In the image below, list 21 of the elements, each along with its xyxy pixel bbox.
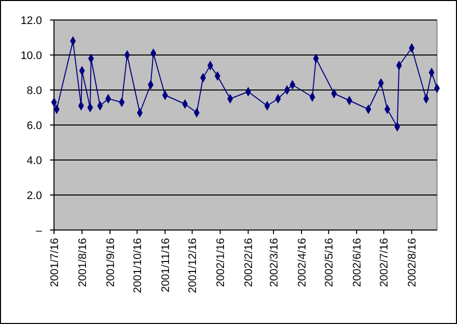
y-tick-label: –: [36, 225, 43, 237]
x-tick-label: 2002/3/16: [268, 238, 280, 287]
x-tick-label: 2001/10/16: [132, 238, 144, 294]
x-tick-label: 2002/1/16: [215, 238, 228, 287]
x-tick-label: 2001/7/16: [49, 238, 61, 287]
x-tick-label: 2001/8/16: [77, 238, 89, 287]
y-tick-label: 10.0: [20, 50, 42, 62]
x-tick-label: 2002/8/16: [406, 238, 419, 287]
x-tick-label: 2001/11/16: [160, 238, 172, 292]
x-tick-label: 2001/9/16: [105, 238, 118, 287]
y-tick-label: 4.0: [26, 155, 42, 167]
y-tick-label: 6.0: [26, 120, 42, 132]
x-tick-label: 2002/6/16: [352, 238, 364, 287]
x-tick-label: 2002/5/16: [324, 238, 336, 287]
x-tick-label: 2002/2/16: [243, 238, 256, 287]
y-tick-label: 12.0: [20, 15, 42, 27]
x-tick-label: 2002/4/16: [296, 238, 309, 287]
x-tick-label: 2002/7/16: [378, 238, 391, 287]
y-tick-label: 2.0: [26, 190, 42, 202]
y-tick-label: 8.0: [26, 85, 42, 97]
x-tick-label: 2001/12/16: [187, 238, 200, 294]
